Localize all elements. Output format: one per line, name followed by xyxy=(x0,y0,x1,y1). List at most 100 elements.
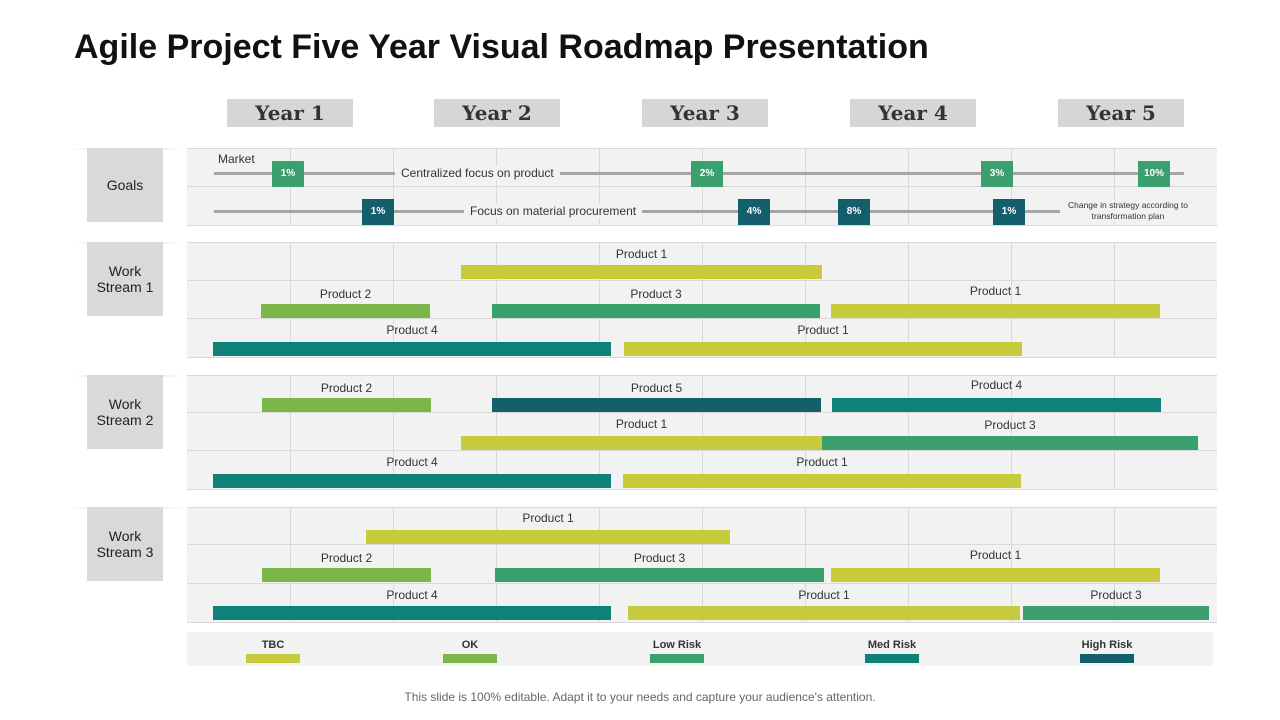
row-divider xyxy=(187,489,1217,490)
year-header-3: Year 3 xyxy=(642,99,768,127)
product-bar xyxy=(624,342,1022,356)
product-bar xyxy=(623,474,1021,488)
legend-swatch xyxy=(865,654,919,663)
legend-label: Low Risk xyxy=(652,639,702,651)
bar-label: Product 1 xyxy=(797,323,849,337)
product-bar xyxy=(461,436,822,450)
grid-line xyxy=(1114,242,1115,358)
row-divider xyxy=(187,318,1217,319)
goal-note: Change in strategy according to transfor… xyxy=(1060,200,1196,222)
grid-line xyxy=(1011,375,1012,490)
page-title: Agile Project Five Year Visual Roadmap P… xyxy=(74,28,929,66)
row-divider xyxy=(187,622,1217,623)
grid-line xyxy=(393,148,394,226)
legend-label: TBC xyxy=(261,639,285,651)
product-bar xyxy=(262,398,431,412)
bar-label: Product 4 xyxy=(386,588,438,602)
bar-label: Product 1 xyxy=(969,284,1022,298)
bar-label: Product 1 xyxy=(798,588,850,602)
product-bar xyxy=(822,436,1198,450)
grid-line xyxy=(1114,148,1115,226)
grid-line xyxy=(908,375,909,490)
grid-line xyxy=(1114,375,1115,490)
bar-label: Product 3 xyxy=(984,418,1036,432)
grid-line xyxy=(599,507,600,623)
goal-badge: 10% xyxy=(1138,161,1170,187)
row-divider xyxy=(187,544,1217,545)
grid-line xyxy=(599,242,600,358)
market-label: Market xyxy=(212,152,261,166)
grid-line xyxy=(290,507,291,623)
legend-swatch xyxy=(443,654,497,663)
legend-label: High Risk xyxy=(1081,639,1133,651)
product-bar xyxy=(832,398,1161,412)
grid-line xyxy=(702,148,703,226)
grid-line xyxy=(805,148,806,226)
work-stream-1-label: Work Stream 1 xyxy=(87,242,163,316)
row-divider xyxy=(187,412,1217,413)
goal-badge: 2% xyxy=(691,161,723,187)
year-header-2: Year 2 xyxy=(434,99,560,127)
bar-label: Product 1 xyxy=(796,455,848,469)
row-divider xyxy=(187,280,1217,281)
grid-line xyxy=(805,375,806,490)
bar-label: Product 4 xyxy=(970,378,1023,392)
bar-label: Product 3 xyxy=(1090,588,1142,602)
grid-line xyxy=(290,148,291,226)
goal-badge: 1% xyxy=(362,199,394,225)
legend-label: Med Risk xyxy=(867,639,917,651)
goal-line-1-text: Centralized focus on product xyxy=(395,166,560,180)
bar-label: Product 4 xyxy=(386,323,438,337)
product-bar xyxy=(213,474,611,488)
grid-line xyxy=(496,148,497,226)
goals-label: Goals xyxy=(87,148,163,222)
grid-line xyxy=(908,507,909,623)
product-bar xyxy=(262,568,431,582)
grid-line xyxy=(393,242,394,358)
grid-line xyxy=(908,148,909,226)
grid-line xyxy=(702,375,703,490)
grid-line xyxy=(805,507,806,623)
year-header-1: Year 1 xyxy=(227,99,353,127)
grid-line xyxy=(290,375,291,490)
grid-line xyxy=(496,375,497,490)
grid-line xyxy=(393,507,394,623)
bar-label: Product 4 xyxy=(386,455,438,469)
goal-badge: 8% xyxy=(838,199,870,225)
product-bar xyxy=(213,606,611,620)
bar-label: Product 2 xyxy=(320,381,373,395)
row-divider xyxy=(187,583,1217,584)
legend-swatch xyxy=(650,654,704,663)
row-divider xyxy=(187,507,1217,508)
grid-line xyxy=(1011,242,1012,358)
work-stream-3-label: Work Stream 3 xyxy=(87,507,163,581)
product-bar xyxy=(492,304,820,318)
bar-label: Product 2 xyxy=(320,551,373,565)
bar-label: Product 3 xyxy=(630,287,682,301)
bar-label: Product 1 xyxy=(615,247,668,261)
grid-line xyxy=(1114,507,1115,623)
grid-line xyxy=(1011,148,1012,226)
grid-line xyxy=(908,242,909,358)
footer-note: This slide is 100% editable. Adapt it to… xyxy=(404,690,876,704)
bar-label: Product 3 xyxy=(633,551,686,565)
product-bar xyxy=(213,342,611,356)
product-bar xyxy=(261,304,430,318)
bar-label: Product 1 xyxy=(615,417,668,431)
bar-label: Product 2 xyxy=(319,287,372,301)
grid-line xyxy=(393,375,394,490)
year-header-5: Year 5 xyxy=(1058,99,1184,127)
bar-label: Product 1 xyxy=(969,548,1022,562)
grid-line xyxy=(702,242,703,358)
product-bar xyxy=(1023,606,1209,620)
product-bar xyxy=(831,568,1160,582)
product-bar xyxy=(495,568,824,582)
row-divider xyxy=(187,375,1217,376)
grid-line xyxy=(599,375,600,490)
legend-swatch xyxy=(246,654,300,663)
bar-label: Product 5 xyxy=(630,381,683,395)
goal-badge: 4% xyxy=(738,199,770,225)
row-divider xyxy=(187,148,1217,149)
product-bar xyxy=(831,304,1160,318)
legend-swatch xyxy=(1080,654,1134,663)
